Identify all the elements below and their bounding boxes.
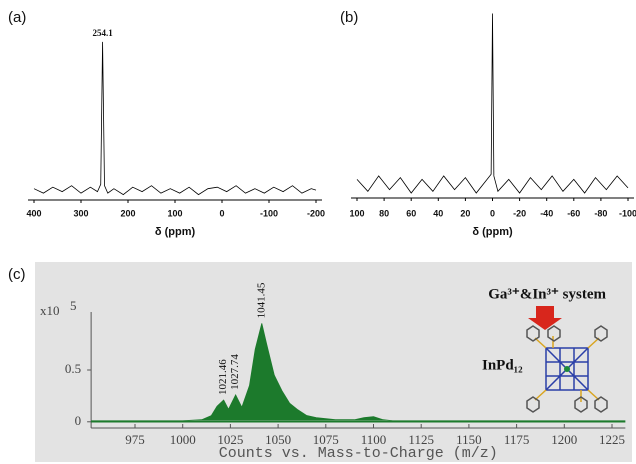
x-axis-label: δ (ppm) <box>155 226 196 238</box>
y-tick-label: 0.5 <box>65 361 81 376</box>
x-tick-label: 40 <box>433 208 443 218</box>
molecule <box>526 325 608 413</box>
x-tick-label: 400 <box>26 208 41 218</box>
x-tick-label: 1175 <box>504 432 530 447</box>
arrow-head <box>528 318 562 330</box>
arrow-shaft <box>536 306 554 318</box>
x-tick-label: -100 <box>260 208 278 218</box>
peak-label: 1021.46 <box>217 359 229 395</box>
inset-title: Ga³⁺&In³⁺ system <box>488 286 606 302</box>
x-axis-label: Counts vs. Mass-to-Charge (m/z) <box>219 445 498 462</box>
x-tick-label: 1100 <box>361 432 387 447</box>
y-tick-label: 0 <box>75 413 82 428</box>
y-multiplier: x10 <box>40 303 60 318</box>
x-tick-label: 1125 <box>408 432 434 447</box>
x-tick-label: 80 <box>379 208 389 218</box>
x-tick-label: 1150 <box>456 432 482 447</box>
arrow <box>528 306 562 330</box>
panel-label: (c) <box>8 266 26 283</box>
peak-label: 1041.45 <box>255 282 267 318</box>
x-tick-label: 100 <box>349 208 364 218</box>
ring <box>574 396 588 413</box>
ring <box>526 325 540 342</box>
x-tick-label: 1050 <box>265 432 291 447</box>
x-tick-label: 1025 <box>217 432 243 447</box>
x-axis-label: δ (ppm) <box>472 226 513 238</box>
x-tick-label: -200 <box>307 208 325 218</box>
inset-label: InPd₁₂ <box>482 357 523 373</box>
x-tick-label: 60 <box>406 208 416 218</box>
x-tick-label: 100 <box>167 208 182 218</box>
panel-label: (b) <box>340 9 358 26</box>
x-tick-label: -20 <box>513 208 526 218</box>
x-tick-label: 975 <box>125 432 145 447</box>
y-multiplier-exponent: 5 <box>70 298 77 313</box>
spectrum-area <box>91 323 626 422</box>
x-tick-label: -80 <box>594 208 607 218</box>
x-tick-label: 1200 <box>551 432 577 447</box>
panel-c-background <box>35 262 632 462</box>
x-tick-label: 300 <box>73 208 88 218</box>
spectrum-line <box>356 13 629 194</box>
ring <box>526 396 540 413</box>
peak-label: 254.1 <box>92 28 113 38</box>
x-tick-label: -40 <box>540 208 553 218</box>
center-atom <box>564 366 570 372</box>
panel-label: (a) <box>8 9 26 26</box>
x-tick-label: 1075 <box>313 432 339 447</box>
x-tick-label: 20 <box>460 208 470 218</box>
x-tick-label: -100 <box>619 208 636 218</box>
x-tick-label: 0 <box>490 208 495 218</box>
spectrum-line <box>33 41 317 196</box>
x-tick-label: -60 <box>567 208 580 218</box>
x-tick-label: 1000 <box>170 432 196 447</box>
ring <box>547 325 561 342</box>
x-tick-label: 0 <box>219 208 224 218</box>
x-tick-label: 1225 <box>599 432 625 447</box>
cluster-bonds <box>545 347 589 391</box>
peak-label: 1027.74 <box>229 354 241 390</box>
ligand-bonds <box>534 336 600 402</box>
x-tick-label: 200 <box>120 208 135 218</box>
ring <box>594 396 608 413</box>
cluster-frame <box>545 347 589 391</box>
ring <box>594 325 608 342</box>
